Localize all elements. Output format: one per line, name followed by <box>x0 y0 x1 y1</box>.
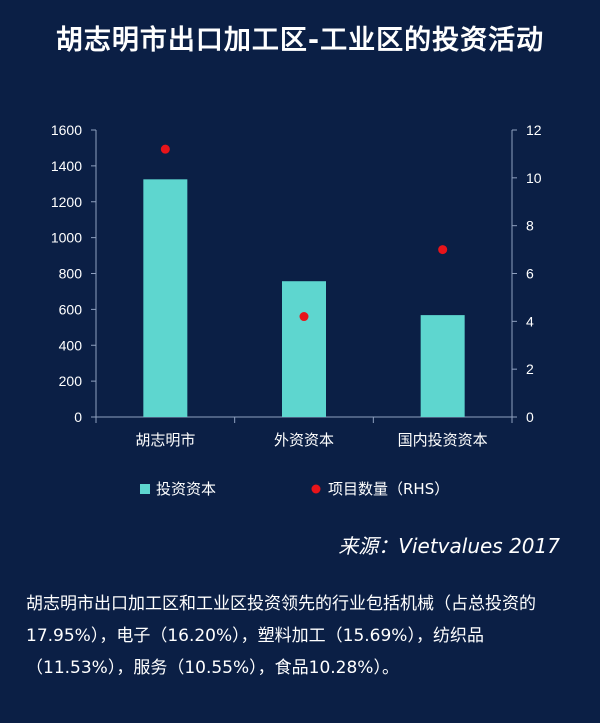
y-tick-label-right: 12 <box>526 122 542 138</box>
y-tick-label-right: 6 <box>526 266 534 282</box>
bar <box>282 281 326 417</box>
legend-label-dot: 项目数量（RHS） <box>328 480 449 498</box>
dot-point <box>160 144 170 154</box>
y-tick-label-left: 1600 <box>51 122 82 138</box>
bar-series <box>143 179 465 417</box>
chart-title: 胡志明市出口加工区-工业区的投资活动 <box>55 25 545 56</box>
y-tick-label-left: 400 <box>59 337 83 353</box>
y-tick-label-right: 0 <box>526 409 534 425</box>
y-tick-label-left: 1400 <box>51 158 82 174</box>
y-tick-label-left: 800 <box>59 266 83 282</box>
x-tick-label: 外资资本 <box>274 431 334 449</box>
y-tick-label-right: 2 <box>526 361 534 377</box>
description-text: 胡志明市出口加工区和工业区投资领先的行业包括机械（占总投资的17.95%），电子… <box>26 594 536 678</box>
legend-swatch-bar <box>140 484 150 494</box>
legend: 投资资本 项目数量（RHS） <box>140 480 449 498</box>
chart: 0 200 400 600 800 1000 1200 1400 1600 0 2 4 6 8 10 12 胡志… <box>51 122 542 498</box>
y-tick-label-left: 600 <box>59 301 83 317</box>
y-tick-label-right: 4 <box>526 313 534 329</box>
x-tick-label: 国内投资资本 <box>398 431 488 449</box>
y-tick-label-right: 10 <box>526 170 542 186</box>
dot-series <box>160 144 448 322</box>
y-tick-label-left: 1000 <box>51 230 82 246</box>
legend-swatch-dot <box>311 484 321 494</box>
x-tick-label: 胡志明市 <box>135 431 195 449</box>
y-tick-label-right: 8 <box>526 218 534 234</box>
bar <box>420 315 465 417</box>
dot-point <box>438 245 448 255</box>
y-tick-label-left: 200 <box>59 373 83 389</box>
y-tick-label-left: 0 <box>74 409 82 425</box>
bar <box>143 179 188 417</box>
dot-point <box>299 312 309 322</box>
y-tick-label-left: 1200 <box>51 194 82 210</box>
source-note: 来源：Vietvalues 2017 <box>338 534 560 558</box>
legend-label-bar: 投资资本 <box>156 480 216 498</box>
